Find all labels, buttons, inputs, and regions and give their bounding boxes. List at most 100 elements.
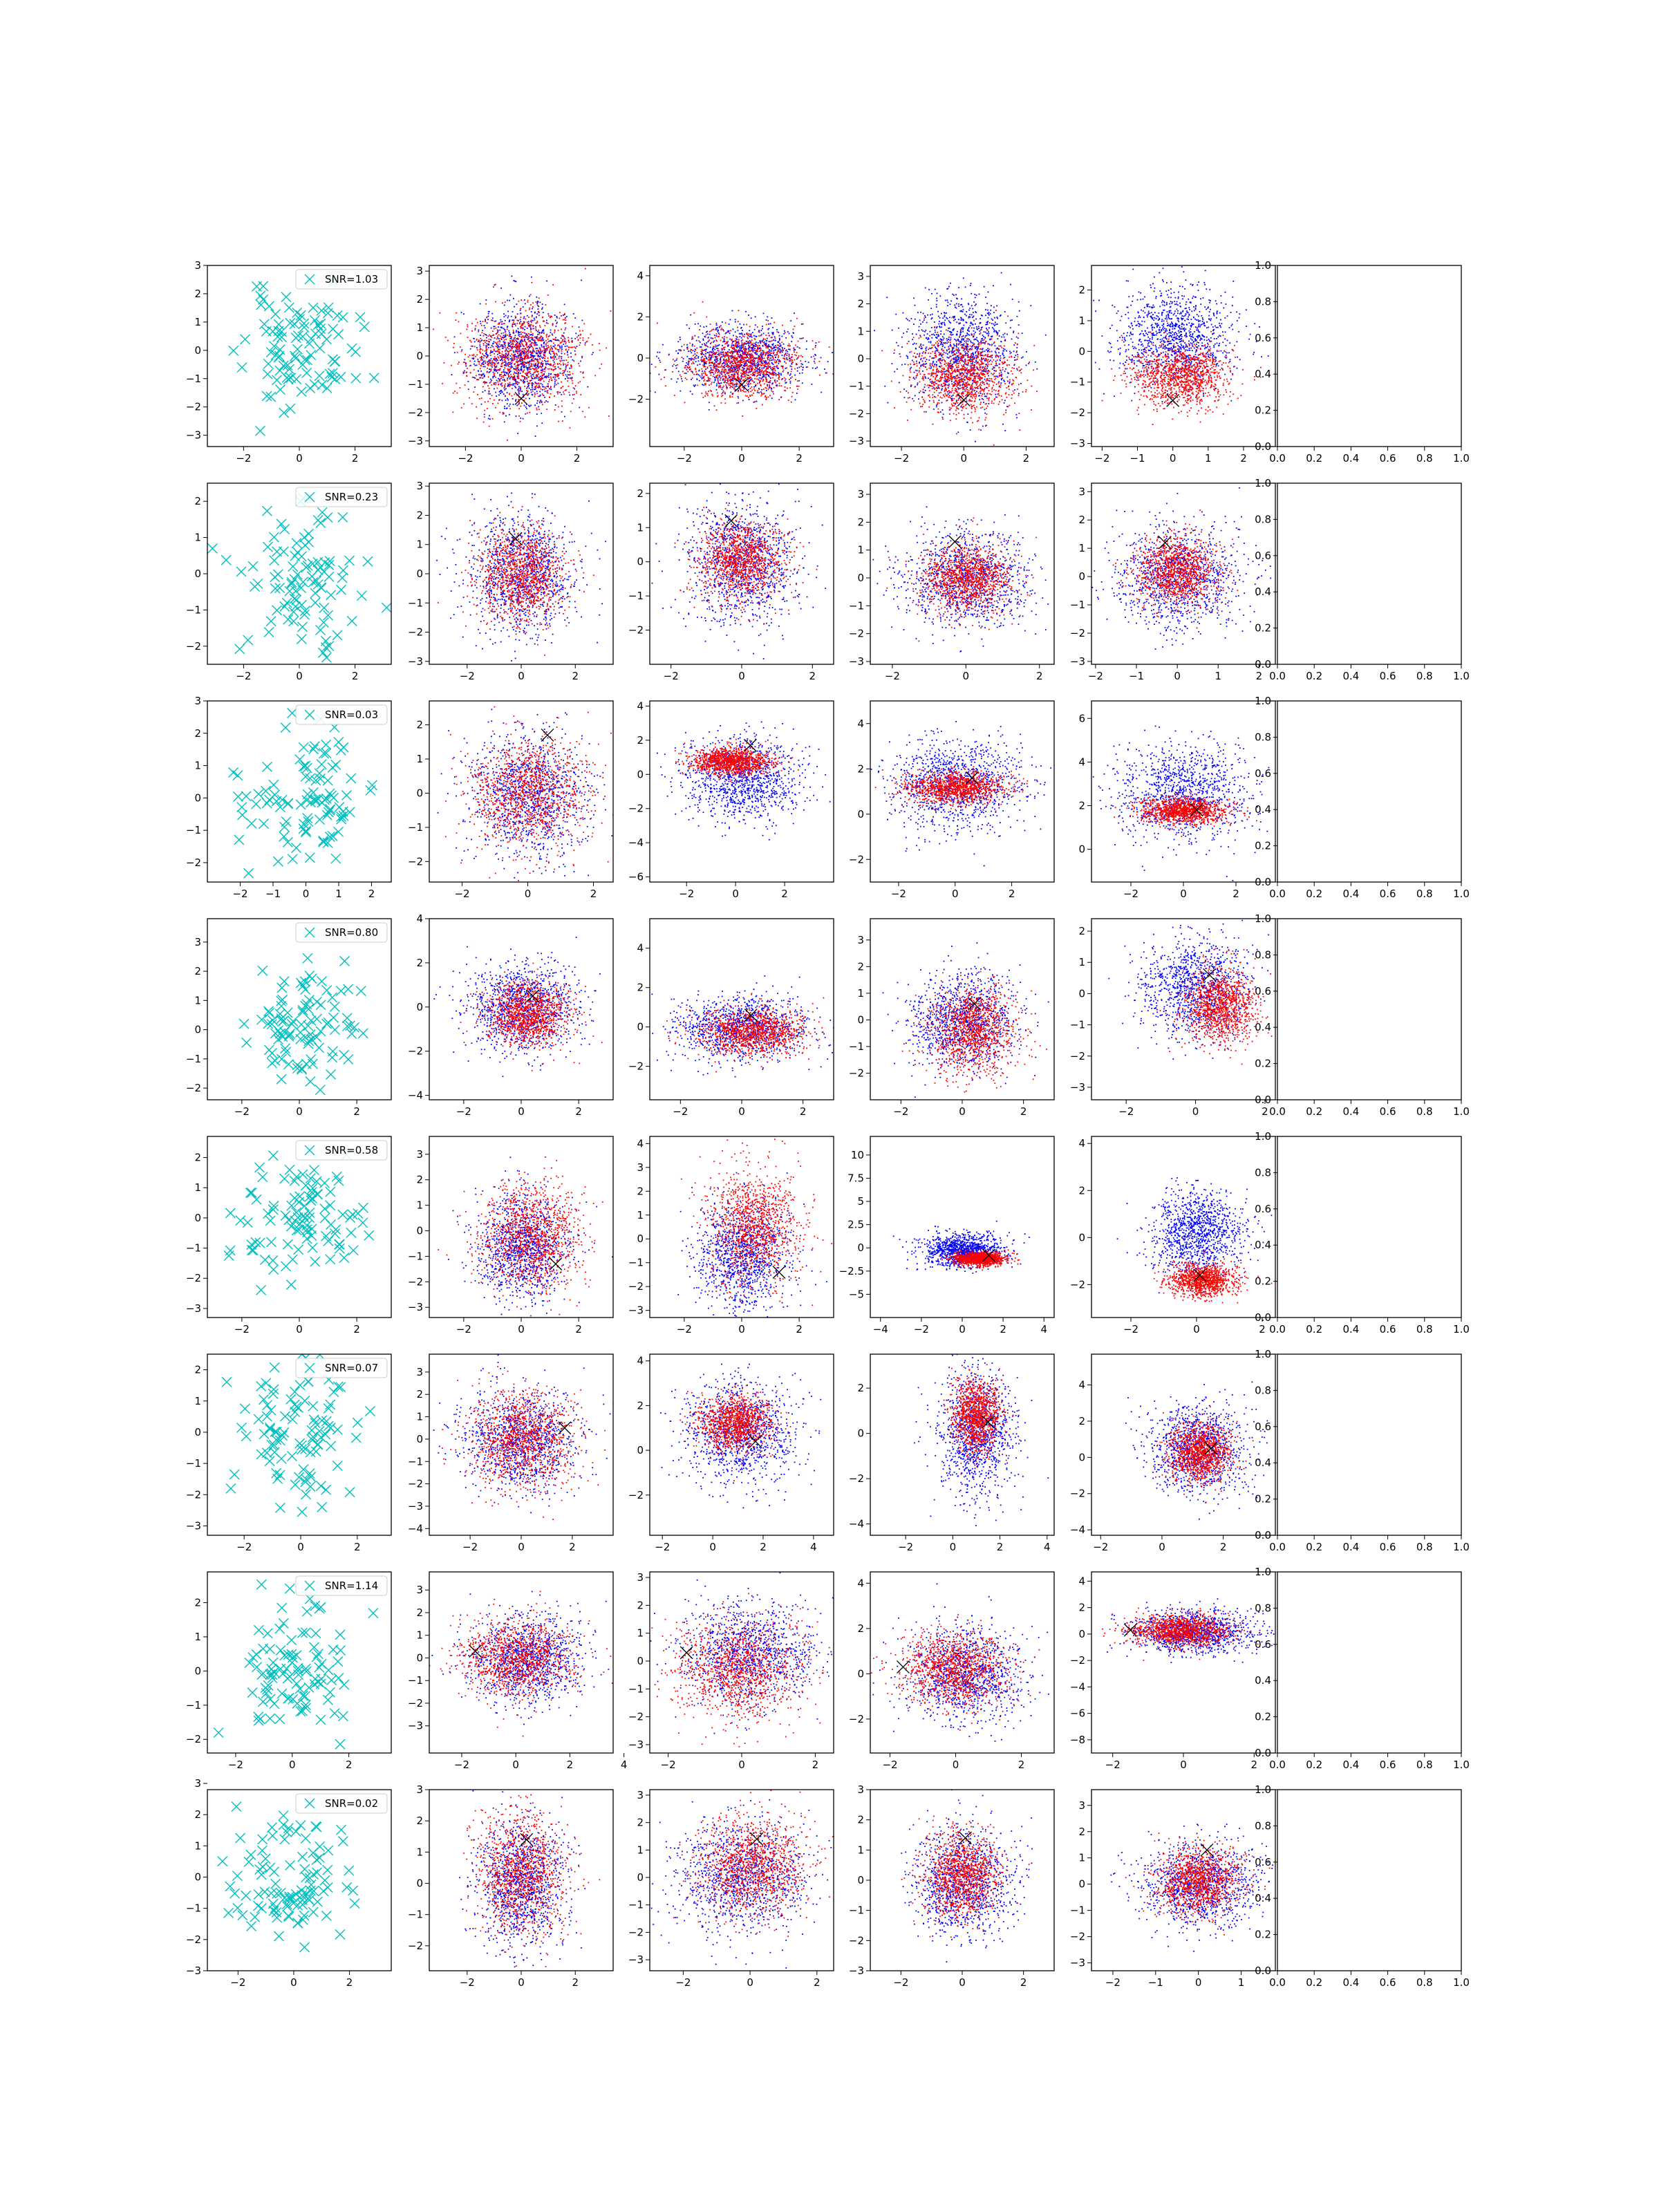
red-point bbox=[736, 402, 738, 404]
blue-point bbox=[710, 346, 711, 348]
red-point bbox=[791, 362, 792, 363]
blue-point bbox=[987, 312, 988, 314]
red-point bbox=[491, 368, 492, 370]
red-point bbox=[752, 369, 753, 371]
red-point bbox=[690, 368, 691, 370]
red-point bbox=[505, 347, 506, 348]
blue-point bbox=[702, 332, 704, 334]
blue-point bbox=[763, 333, 765, 335]
blue-point bbox=[710, 367, 711, 368]
blue-point bbox=[543, 363, 544, 364]
red-point bbox=[760, 373, 761, 375]
red-point bbox=[528, 336, 529, 337]
red-point bbox=[494, 348, 495, 350]
red-point bbox=[510, 346, 512, 347]
red-point bbox=[791, 376, 793, 377]
blue-point bbox=[700, 364, 701, 365]
blue-point bbox=[796, 358, 798, 359]
blue-point bbox=[525, 362, 527, 364]
blue-point bbox=[581, 280, 582, 281]
red-point bbox=[453, 393, 454, 394]
blue-point bbox=[758, 392, 760, 393]
red-point bbox=[699, 370, 700, 371]
red-point bbox=[536, 374, 538, 375]
blue-point bbox=[518, 393, 520, 395]
blue-point bbox=[709, 402, 710, 403]
red-point bbox=[512, 325, 513, 326]
red-point bbox=[444, 362, 445, 364]
blue-point bbox=[534, 365, 535, 366]
red-point bbox=[534, 369, 535, 371]
red-point bbox=[716, 333, 718, 335]
blue-point bbox=[516, 405, 518, 406]
blue-point bbox=[794, 350, 795, 351]
red-point bbox=[713, 346, 714, 347]
red-point bbox=[718, 354, 720, 355]
red-point bbox=[518, 415, 520, 417]
blue-point bbox=[697, 379, 698, 380]
red-point bbox=[518, 391, 519, 392]
red-point bbox=[518, 355, 520, 356]
blue-point bbox=[695, 353, 696, 355]
blue-point bbox=[474, 364, 475, 365]
red-point bbox=[495, 407, 496, 409]
blue-point bbox=[724, 374, 726, 375]
red-point bbox=[497, 356, 498, 357]
red-point bbox=[490, 355, 491, 356]
red-point bbox=[511, 350, 512, 351]
red-point bbox=[489, 353, 491, 354]
red-point bbox=[738, 397, 739, 399]
red-point bbox=[703, 361, 704, 362]
blue-point bbox=[802, 382, 803, 384]
blue-point bbox=[917, 353, 918, 355]
red-point bbox=[517, 353, 518, 354]
red-point bbox=[494, 350, 495, 351]
red-point bbox=[476, 379, 478, 380]
red-point bbox=[460, 333, 461, 335]
blue-point bbox=[535, 348, 536, 349]
red-point bbox=[541, 336, 543, 337]
red-point bbox=[503, 377, 504, 378]
x-tick-label: 2 bbox=[574, 452, 581, 465]
blue-point bbox=[1009, 351, 1011, 353]
red-point bbox=[503, 355, 505, 356]
red-point bbox=[553, 357, 554, 359]
blue-point bbox=[722, 379, 724, 381]
red-point bbox=[744, 350, 746, 352]
blue-point bbox=[748, 386, 749, 387]
red-point bbox=[532, 391, 534, 392]
red-point bbox=[769, 384, 770, 386]
red-point bbox=[520, 326, 521, 328]
blue-point bbox=[525, 406, 527, 408]
red-point bbox=[782, 350, 783, 351]
red-point bbox=[574, 394, 575, 395]
red-point bbox=[769, 352, 770, 353]
red-point bbox=[482, 364, 483, 365]
red-point bbox=[561, 328, 562, 330]
blue-point bbox=[740, 324, 741, 325]
blue-point bbox=[786, 355, 787, 356]
blue-point bbox=[454, 337, 456, 338]
red-point bbox=[571, 378, 572, 379]
blue-point bbox=[540, 375, 541, 377]
red-point bbox=[740, 381, 742, 382]
blue-point bbox=[505, 315, 507, 317]
blue-point bbox=[690, 391, 691, 392]
blue-point bbox=[512, 319, 513, 321]
blue-point bbox=[718, 353, 720, 354]
blue-point bbox=[474, 361, 476, 362]
red-point bbox=[525, 373, 526, 374]
red-point bbox=[738, 391, 739, 392]
red-point bbox=[556, 323, 557, 324]
blue-point bbox=[691, 358, 693, 359]
sample-marker bbox=[296, 310, 306, 320]
blue-point bbox=[774, 336, 776, 337]
blue-point bbox=[530, 373, 532, 375]
red-point bbox=[460, 346, 461, 348]
blue-point bbox=[732, 386, 733, 388]
blue-point bbox=[792, 337, 794, 338]
blue-point bbox=[694, 335, 695, 337]
blue-point bbox=[496, 395, 497, 397]
blue-point bbox=[566, 316, 568, 317]
